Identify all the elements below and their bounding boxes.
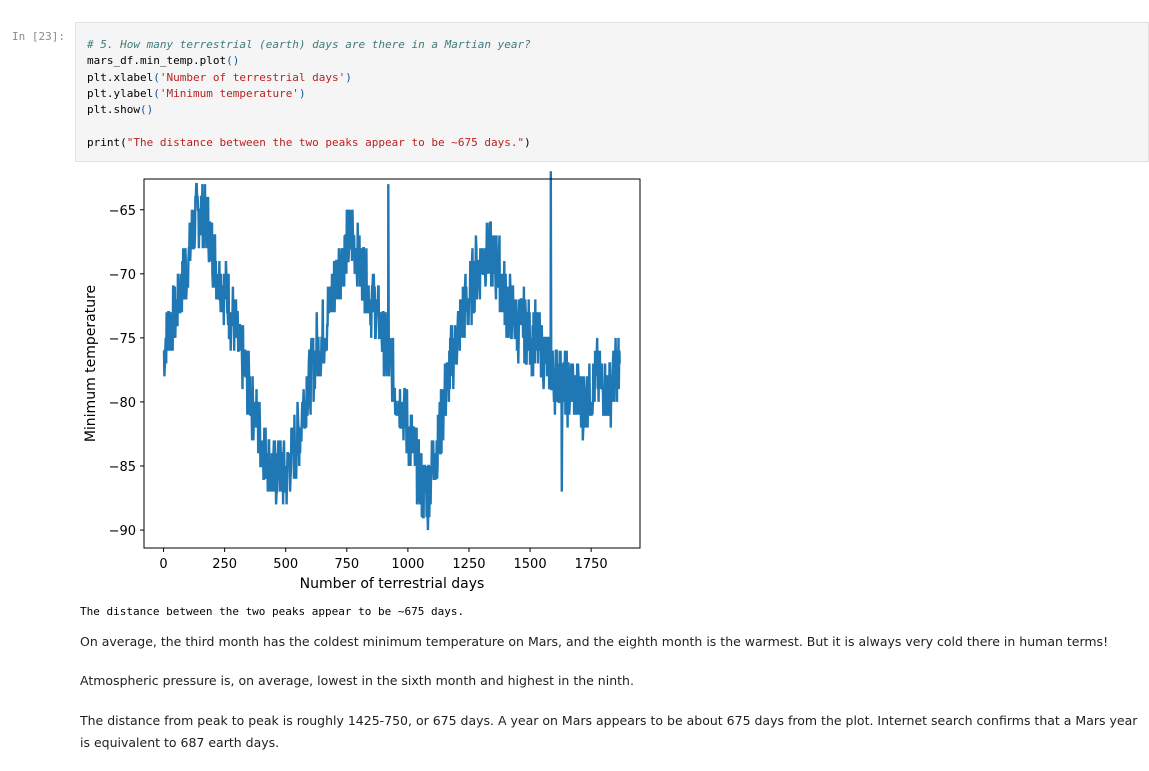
x-axis-label: Number of terrestrial days <box>300 576 485 592</box>
plot-frame <box>143 178 641 549</box>
x-tick-label: 250 <box>212 557 237 572</box>
code-line: plt.show() <box>87 102 531 118</box>
code-line: plt.ylabel('Minimum temperature') <box>87 86 531 102</box>
code-token: ( <box>153 70 160 84</box>
y-tick-label: −80 <box>109 396 136 411</box>
y-tick-label: −65 <box>109 204 136 219</box>
code-token: plt.xlabel <box>87 70 154 84</box>
markdown-paragraph-1: On average, the third month has the cold… <box>80 634 1109 649</box>
code-token: # 5. How many terrestrial (earth) days a… <box>87 38 531 51</box>
code-token: ( <box>153 86 160 100</box>
y-tick-label: −70 <box>109 268 136 283</box>
code-cell[interactable]: # 5. How many terrestrial (earth) days a… <box>75 22 1149 162</box>
code-token: () <box>226 54 240 68</box>
x-tick-label: 1000 <box>391 557 424 572</box>
code-line: print("The distance between the two peak… <box>87 135 531 151</box>
x-tick-label: 750 <box>334 557 359 572</box>
code-line <box>87 118 531 134</box>
min-temp-line-chart: 0 250 500 750 1000 1250 1500 1750 −65 −70 −75 −80 −8… <box>83 171 641 592</box>
y-tick-label: −90 <box>109 524 136 539</box>
y-tick-label: −85 <box>109 460 136 475</box>
code-token: () <box>139 103 154 117</box>
y-tick-label: −75 <box>109 332 136 347</box>
code-line: # 5. How many terrestrial (earth) days a… <box>87 37 531 53</box>
code-token: ) <box>298 86 306 100</box>
code-token: print <box>87 135 121 149</box>
code-line: plt.xlabel('Number of terrestrial days') <box>87 70 531 86</box>
x-tick-label: 0 <box>159 557 167 572</box>
markdown-paragraph-2: Atmospheric pressure is, on average, low… <box>80 673 634 688</box>
code-token: mars_df.min_temp.plot <box>87 54 227 68</box>
code-line: mars_df.min_temp.plot() <box>87 53 531 69</box>
code-token: ) <box>345 70 352 84</box>
code-token: 'Minimum temperature' <box>159 86 299 100</box>
code-token: ( <box>120 135 127 149</box>
y-axis-label: Minimum temperature <box>83 285 99 442</box>
code-token: plt.ylabel <box>87 86 154 100</box>
x-tick-label: 1500 <box>514 557 547 572</box>
code-editor[interactable]: # 5. How many terrestrial (earth) days a… <box>87 37 531 151</box>
series-line <box>162 171 621 531</box>
x-tick-label: 1250 <box>452 557 485 572</box>
cell-stdout: The distance between the two peaks appea… <box>80 605 465 618</box>
markdown-paragraph-3: The distance from peak to peak is roughl… <box>80 713 1138 750</box>
code-token: "The distance between the two peaks appe… <box>126 135 525 149</box>
cell-prompt: In [23]: <box>12 30 65 43</box>
code-token: 'Number of terrestrial days' <box>159 70 346 84</box>
x-tick-label: 500 <box>273 557 298 572</box>
x-tick-label: 1750 <box>575 557 608 572</box>
code-token: ) <box>524 135 531 149</box>
code-token: plt.show <box>87 103 140 117</box>
